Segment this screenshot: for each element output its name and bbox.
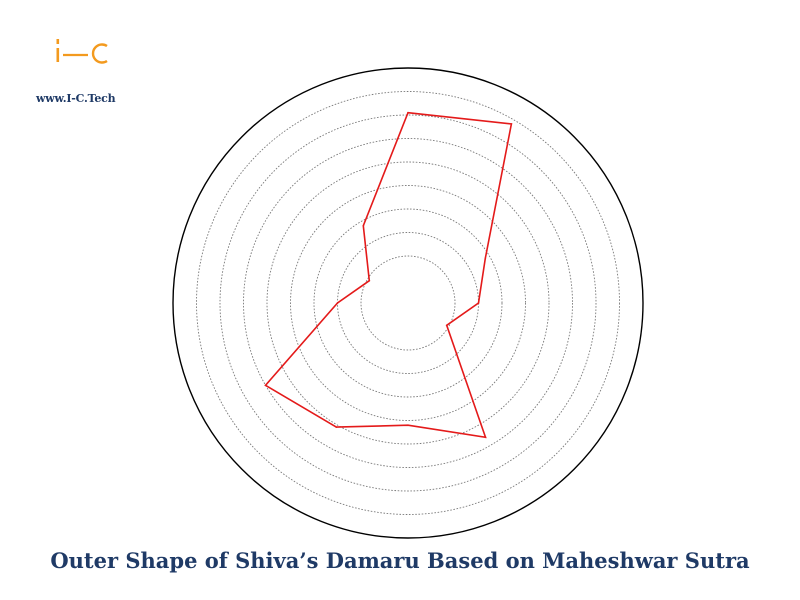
logo-dot (56, 39, 60, 44)
grid-ring-3 (313, 208, 503, 398)
grid-ring-7 (219, 114, 597, 492)
data-point-2 (510, 123, 513, 125)
outer-boundary-circle (172, 67, 644, 539)
data-point-7 (407, 424, 409, 427)
damaru-radar-chart (172, 67, 644, 539)
grid-ring-8 (196, 91, 620, 515)
grid-ring-4 (290, 185, 526, 421)
data-point-12 (362, 224, 365, 227)
ic-logo (55, 38, 135, 68)
data-point-4 (477, 302, 480, 304)
data-point-3 (484, 257, 487, 260)
grid-ring-6 (243, 138, 573, 468)
site-url: www.I-C.Tech (36, 92, 116, 105)
data-point-5 (445, 324, 448, 327)
chart-title: Outer Shape of Shiva’s Damaru Based on M… (50, 548, 750, 573)
data-point-1 (407, 111, 409, 114)
logo-stem (56, 48, 60, 62)
grid-ring-1 (360, 255, 456, 351)
data-point-6 (484, 436, 487, 439)
ic-logo-mark (56, 39, 108, 64)
data-point-9 (264, 384, 267, 387)
grid-ring-5 (266, 161, 550, 445)
logo-c (91, 43, 108, 64)
grid-ring-2 (337, 232, 479, 374)
data-point-8 (335, 426, 338, 428)
data-point-10 (336, 302, 339, 304)
data-point-11 (368, 279, 371, 282)
damaru-outline-series (264, 111, 513, 439)
